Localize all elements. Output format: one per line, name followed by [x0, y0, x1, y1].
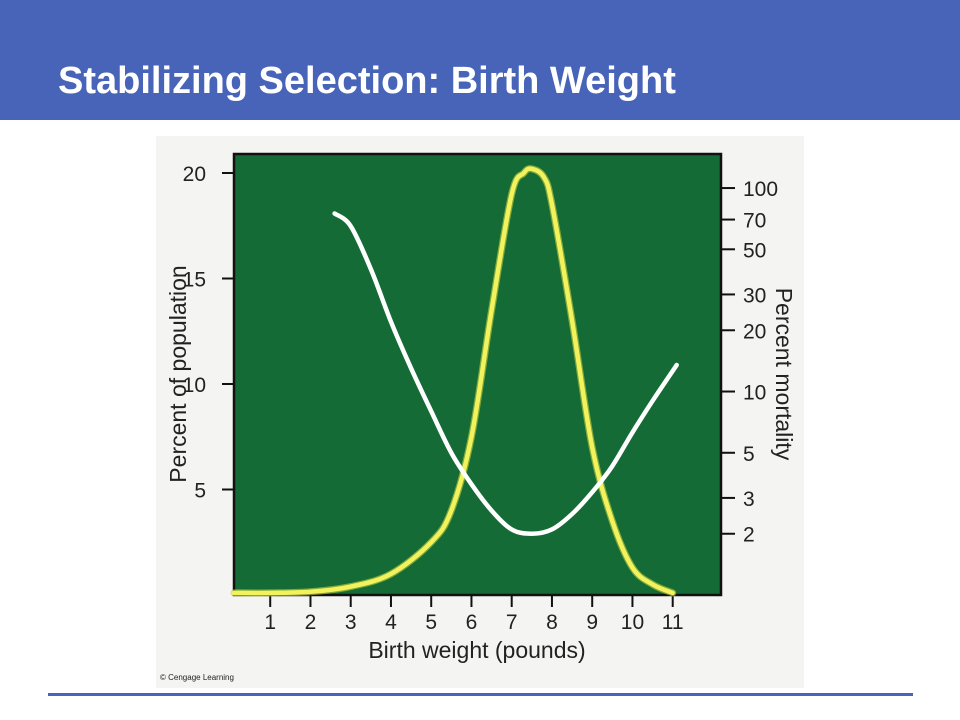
y-right-tick-label: 30	[743, 284, 766, 307]
population-curve	[231, 166, 675, 596]
x-tick-label: 8	[546, 611, 558, 634]
y-right-tick-label: 70	[743, 210, 766, 233]
y-right-tick-label: 3	[743, 488, 755, 511]
y-left-tick-label: 5	[194, 479, 206, 502]
y-left-tick-label: 20	[183, 163, 206, 186]
y-right-tick-label: 2	[743, 524, 755, 547]
y-right-tick-label: 100	[743, 178, 778, 201]
y-left-tick-label: 15	[183, 268, 206, 291]
y-axis-left-label: Percent of population	[165, 265, 191, 482]
x-tick-label: 5	[425, 611, 437, 634]
y-left-tick-label: 10	[183, 374, 206, 397]
y-right-tick-label: 50	[743, 239, 766, 262]
series-layer	[230, 165, 679, 597]
plot-area	[232, 152, 723, 597]
y-right-tick-label: 10	[743, 382, 766, 405]
x-tick-label: 7	[506, 611, 518, 634]
copyright-credit: © Cengage Learning	[160, 673, 234, 682]
x-tick-label: 11	[662, 611, 684, 634]
y-right-tick-label: 5	[743, 443, 755, 466]
birth-weight-chart: 1 2 3 4 5 6 7 8 9 10 11 5 10 15 20 2 3 5 10 20 30 50 70 100 B…	[165, 152, 797, 663]
x-tick-label: 1	[264, 611, 276, 634]
x-tick-label: 2	[305, 611, 317, 634]
x-tick-label: 9	[586, 611, 598, 634]
title-bar	[0, 0, 960, 120]
x-axis: 1 2 3 4 5 6 7 8 9 10 11	[264, 595, 684, 634]
x-tick-label: 4	[385, 611, 397, 634]
x-tick-label: 10	[621, 611, 644, 634]
y-axis-left: 5 10 15 20	[183, 163, 234, 502]
x-tick-label: 3	[345, 611, 357, 634]
footer-rule	[48, 693, 913, 696]
x-tick-label: 6	[466, 611, 478, 634]
y-axis-right: 2 3 5 10 20 30 50 70 100	[721, 178, 778, 547]
x-axis-label: Birth weight (pounds)	[368, 637, 585, 663]
slide-title: Stabilizing Selection: Birth Weight	[58, 60, 676, 102]
figure-panel: 1 2 3 4 5 6 7 8 9 10 11 5 10 15 20 2 3 5 10 20 30 50 70 100 B…	[156, 136, 804, 688]
mortality-curve	[332, 211, 679, 536]
y-right-tick-label: 20	[743, 320, 766, 343]
y-axis-right-label: Percent mortality	[771, 288, 797, 461]
